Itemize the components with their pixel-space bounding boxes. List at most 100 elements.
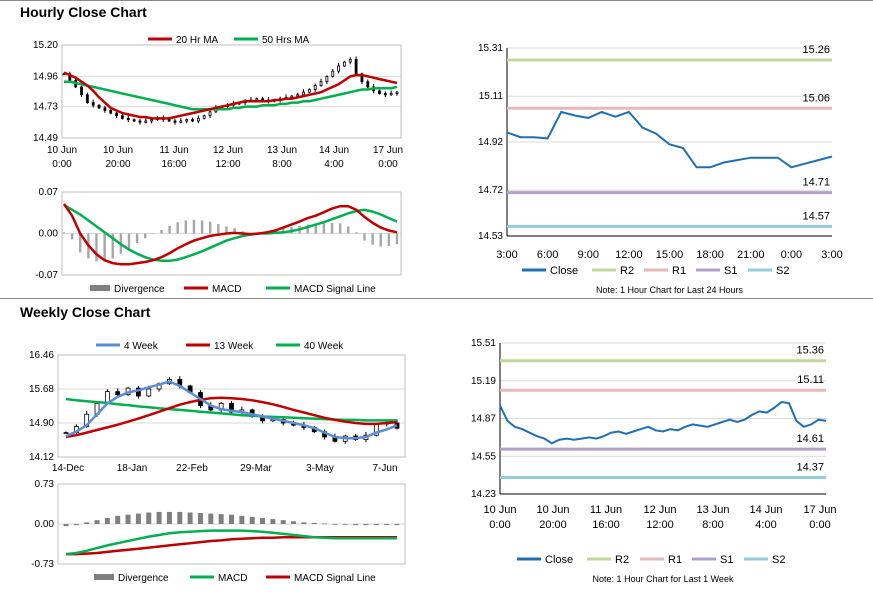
- hourly-macd-divergence-bar: [395, 233, 399, 245]
- hourly-price-ytick-label: 14.49: [33, 133, 58, 144]
- hourly-price-candle-body: [121, 115, 124, 119]
- weekly-macd-divergence-bar: [63, 524, 69, 527]
- hourly-macd-divergence-bar: [347, 226, 350, 234]
- hourly-close-xtick-label: 18:00: [696, 249, 724, 261]
- hourly-price-candle-body: [360, 73, 364, 83]
- hourly-macd-legend-macd-label: MACD: [212, 284, 241, 295]
- weekly-close-xtick-label: 12 Jun: [643, 504, 676, 516]
- weekly-close-legend-s2-label: S2: [772, 554, 785, 566]
- hourly-macd-legend-divergence-label: Divergence: [114, 284, 165, 295]
- hourly-macd-divergence-bar: [371, 233, 374, 245]
- hourly-close-legend-close-label: Close: [550, 265, 578, 277]
- hourly-price-candle-body: [378, 90, 381, 94]
- hourly-price-xtick-label: 12 Jun: [213, 145, 243, 156]
- weekly-price-xtick-label: 22-Feb: [176, 463, 208, 474]
- weekly-close-xtick-label: 10 Jun: [483, 504, 516, 516]
- hourly-close-xtick-label: 0:00: [781, 249, 802, 261]
- hourly-price-xtick-label: 4:00: [324, 159, 344, 170]
- weekly-macd-divergence-bar: [187, 512, 193, 524]
- weekly-macd-legend-macd-label: MACD: [218, 573, 247, 584]
- hourly-macd-divergence-bar: [79, 233, 82, 253]
- weekly-macd-divergence-bar: [322, 523, 328, 525]
- weekly-price-40week-line: [65, 397, 397, 422]
- hourly-macd-divergence-bar: [233, 228, 236, 234]
- hourly-close-xtick-label: 15:00: [656, 249, 684, 261]
- hourly-close-ytick-label: 15.11: [479, 91, 504, 102]
- hourly-macd-divergence-bar: [103, 233, 106, 262]
- weekly-close-level-r1-label: 15.11: [797, 374, 824, 386]
- weekly-close-level-r2-label: 15.36: [796, 345, 824, 357]
- weekly-close-xtick-label: 0:00: [489, 519, 510, 531]
- weekly-legend-40week-label: 40 Week: [304, 341, 344, 352]
- hourly-price-candle-body: [150, 119, 154, 122]
- weekly-macd-divergence-bar: [332, 524, 338, 525]
- weekly-close-xtick-label: 13 Jun: [696, 504, 729, 516]
- hourly-price-candle-body: [167, 119, 171, 122]
- weekly-close-legend-r1-label: R1: [668, 554, 682, 566]
- weekly-macd-divergence-bar: [208, 513, 214, 524]
- hourly-macd-divergence-bar: [135, 233, 139, 243]
- hourly-price-candle-body: [319, 81, 323, 87]
- weekly-macd-divergence-bar: [301, 522, 307, 524]
- hourly-price-candle-body: [185, 119, 189, 122]
- hourly-macd-divergence-bar: [192, 219, 196, 234]
- hourly-price-xtick-label: 16:00: [161, 159, 186, 170]
- hourly-price-candle-body: [366, 81, 370, 88]
- hourly-price-xtick-label: 13 Jun: [267, 145, 297, 156]
- hourly-macd-divergence-bar: [322, 223, 326, 234]
- weekly-price-xtick-label: 7-Jun: [372, 463, 397, 474]
- hourly-macd-divergence-bar: [208, 221, 212, 234]
- hourly-price-candle-body: [337, 65, 340, 72]
- hourly-price-candle-body: [132, 119, 136, 122]
- weekly-macd-divergence-bar: [353, 524, 359, 526]
- hourly-close-xtick-label: 9:00: [578, 249, 599, 261]
- hourly-macd-divergence-bar: [168, 225, 171, 234]
- weekly-close-xtick-label: 10 Jun: [536, 504, 569, 516]
- hourly-close-close-line: [506, 110, 833, 169]
- weekly-macd-divergence-bar: [311, 522, 317, 524]
- hourly-close-level-r2-label: 15.26: [802, 44, 830, 56]
- hourly-price-xtick-label: 12:00: [215, 159, 240, 170]
- hourly-price-candle-body: [290, 95, 294, 98]
- hourly-price-ytick-label: 14.96: [33, 71, 58, 82]
- hourly-macd-divergence-bar: [338, 223, 342, 234]
- hourly-price-candle-body: [296, 94, 300, 97]
- hourly-price-xtick-label: 0:00: [52, 159, 72, 170]
- weekly-macd-ytick-label: -0.73: [31, 559, 54, 570]
- hourly-macd-legend-divergence-swatch: [90, 285, 110, 291]
- hourly-macd-ytick-label: 0.07: [39, 187, 59, 198]
- weekly-close-ytick-label: 15.19: [471, 376, 496, 387]
- hourly-price-ma20-line: [63, 71, 398, 120]
- weekly-close-xtick-label: 16:00: [592, 519, 620, 531]
- weekly-macd-divergence-bar: [394, 524, 400, 526]
- hourly-close-ytick-label: 15.31: [478, 43, 503, 54]
- weekly-macd-divergence-bar: [146, 512, 152, 524]
- hourly-macd-divergence-bar: [379, 233, 382, 247]
- hourly-price-candle-body: [144, 120, 148, 123]
- weekly-macd-ytick-label: 0.73: [35, 479, 55, 490]
- weekly-close-level-s2-label: 14.37: [796, 461, 824, 473]
- hourly-price-candle-body: [202, 115, 206, 119]
- hourly-price-candle-body: [97, 104, 101, 109]
- hourly-price-candle-body: [179, 120, 183, 123]
- weekly-close-note: Note: 1 Hour Chart for Last 1 Week: [593, 574, 734, 584]
- hourly-macd-divergence-bar: [184, 220, 188, 234]
- hourly-macd-divergence-bar: [70, 233, 74, 240]
- top-divider: [0, 0, 873, 1]
- weekly-macd-divergence-bar: [156, 511, 162, 524]
- weekly-close-close-line: [499, 400, 827, 445]
- hourly-macd-divergence-bar: [127, 233, 131, 249]
- hourly-price-candle-body: [255, 98, 259, 101]
- weekly-macd-divergence-bar: [373, 524, 379, 526]
- weekly-price-frame: [57, 354, 406, 458]
- weekly-macd-divergence-bar: [260, 517, 266, 524]
- hourly-legend-50hr-label: 50 Hrs MA: [262, 35, 310, 46]
- weekly-close-ytick-label: 14.87: [471, 414, 496, 425]
- weekly-macd-divergence-bar: [84, 522, 90, 524]
- hourly-macd-divergence-bar: [355, 232, 358, 234]
- weekly-price-xtick-label: 14-Dec: [52, 463, 84, 474]
- weekly-close-xtick-label: 20:00: [539, 519, 567, 531]
- weekly-price-xtick-label: 3-May: [306, 463, 334, 474]
- hourly-price-xtick-label: 10 Jun: [103, 145, 133, 156]
